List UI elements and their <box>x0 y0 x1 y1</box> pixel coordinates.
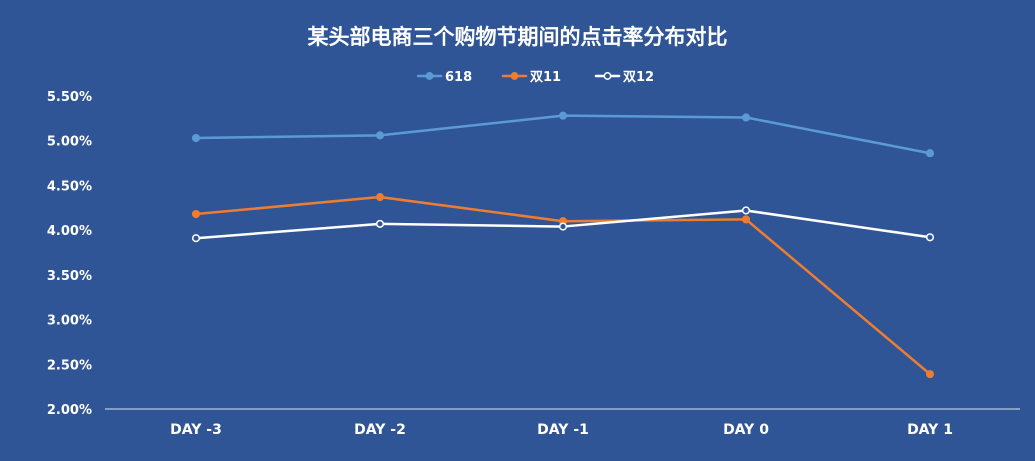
y-tick-label: 5.00% <box>47 135 92 150</box>
y-tick-label: 4.00% <box>47 224 92 239</box>
legend-marker-53cc12 <box>603 72 612 80</box>
legend-marker-53cc11 <box>510 72 519 80</box>
legend-label-53cc12: 双12 <box>623 70 654 85</box>
y-axis: 2.00% 2.50% 3.00% 3.50% 4.00% 4.50% 5.00% 5.50% <box>47 90 92 418</box>
legend-marker-618 <box>425 72 434 80</box>
x-tick-label: DAY -1 <box>537 422 589 438</box>
data-point-618-4 <box>925 149 935 158</box>
data-point-618-3 <box>741 113 751 122</box>
data-point-53cc11-1 <box>375 193 385 202</box>
data-point-53cc12-0 <box>191 234 201 243</box>
y-tick-label: 3.00% <box>47 314 92 329</box>
y-tick-label: 2.50% <box>47 358 92 373</box>
legend: 618 双11 双12 <box>416 70 654 85</box>
data-point-53cc12-4 <box>925 233 935 242</box>
data-point-53cc12-3 <box>741 206 751 215</box>
legend-label-53cc11: 双11 <box>530 70 561 85</box>
chart-title: 某头部电商三个购物节期间的点击率分布对比 <box>308 25 728 49</box>
x-axis: DAY -3 DAY -2 DAY -1 DAY 0 DAY 1 <box>170 422 953 438</box>
y-tick-label: 5.50% <box>47 90 92 105</box>
data-point-53cc11-4 <box>925 370 935 379</box>
data-point-53cc12-2 <box>558 222 568 231</box>
data-point-53cc12-1 <box>375 219 385 228</box>
y-tick-label: 2.00% <box>47 403 92 418</box>
data-point-618-1 <box>375 131 385 140</box>
series-line-618 <box>194 114 932 155</box>
x-tick-label: DAY -3 <box>170 422 222 438</box>
legend-label-618: 618 <box>445 70 472 85</box>
x-tick-label: DAY -2 <box>354 422 406 438</box>
x-tick-label: DAY 0 <box>723 422 769 438</box>
series-layer <box>191 111 935 379</box>
data-point-618-0 <box>191 133 201 143</box>
y-tick-label: 3.50% <box>47 269 92 284</box>
data-point-618-2 <box>558 111 568 120</box>
x-tick-label: DAY 1 <box>907 422 953 438</box>
data-point-53cc11-0 <box>191 209 201 219</box>
data-point-53cc11-3 <box>741 215 751 224</box>
y-tick-label: 4.50% <box>47 179 92 194</box>
